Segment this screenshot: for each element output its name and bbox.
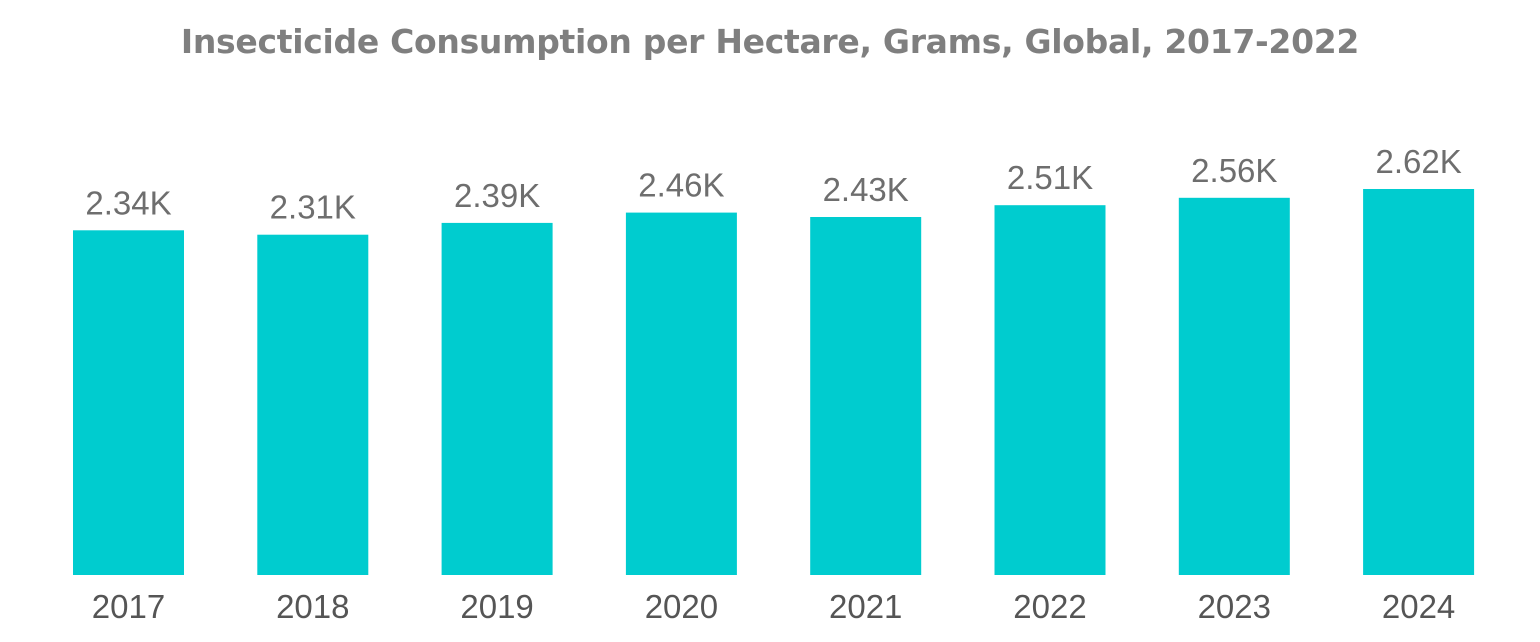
bar-2020 xyxy=(625,212,737,575)
x-tick-label-2018: 2018 xyxy=(276,588,349,625)
data-label-2023: 2.56K xyxy=(1191,152,1277,189)
chart-title: Insecticide Consumption per Hectare, Gra… xyxy=(180,22,1360,61)
bar-2023 xyxy=(1178,197,1290,576)
data-label-2017: 2.34K xyxy=(85,184,171,221)
x-tick-label-2020: 2020 xyxy=(645,588,718,625)
x-tick-label-2017: 2017 xyxy=(92,588,165,625)
bar-2024 xyxy=(1363,189,1475,575)
data-label-2018: 2.31K xyxy=(270,189,356,226)
x-tick-label-2023: 2023 xyxy=(1198,588,1271,625)
value-labels-group: 2.34K 2.31K 2.39K 2.46K 2.43K 2.51K 2.56K 2.62K xyxy=(85,143,1461,226)
x-tick-label-2022: 2022 xyxy=(1013,588,1086,625)
data-label-2022: 2.51K xyxy=(1007,159,1093,196)
bar-2017 xyxy=(73,230,184,576)
bar-2022 xyxy=(994,205,1106,575)
data-label-2020: 2.46K xyxy=(638,167,724,204)
data-label-2021: 2.43K xyxy=(823,171,909,208)
x-axis-tick-labels: 2017 2018 2019 2020 2021 2022 2023 2024 xyxy=(92,588,1456,625)
bar-2019 xyxy=(441,222,553,575)
bar-2021 xyxy=(810,217,922,575)
data-label-2019: 2.39K xyxy=(454,177,540,214)
x-tick-label-2021: 2021 xyxy=(829,588,902,625)
x-tick-label-2019: 2019 xyxy=(460,588,533,625)
bar-2018 xyxy=(257,234,369,575)
bars-group xyxy=(73,189,1475,576)
x-tick-label-2024: 2024 xyxy=(1382,588,1455,625)
data-label-2024: 2.62K xyxy=(1375,143,1461,180)
